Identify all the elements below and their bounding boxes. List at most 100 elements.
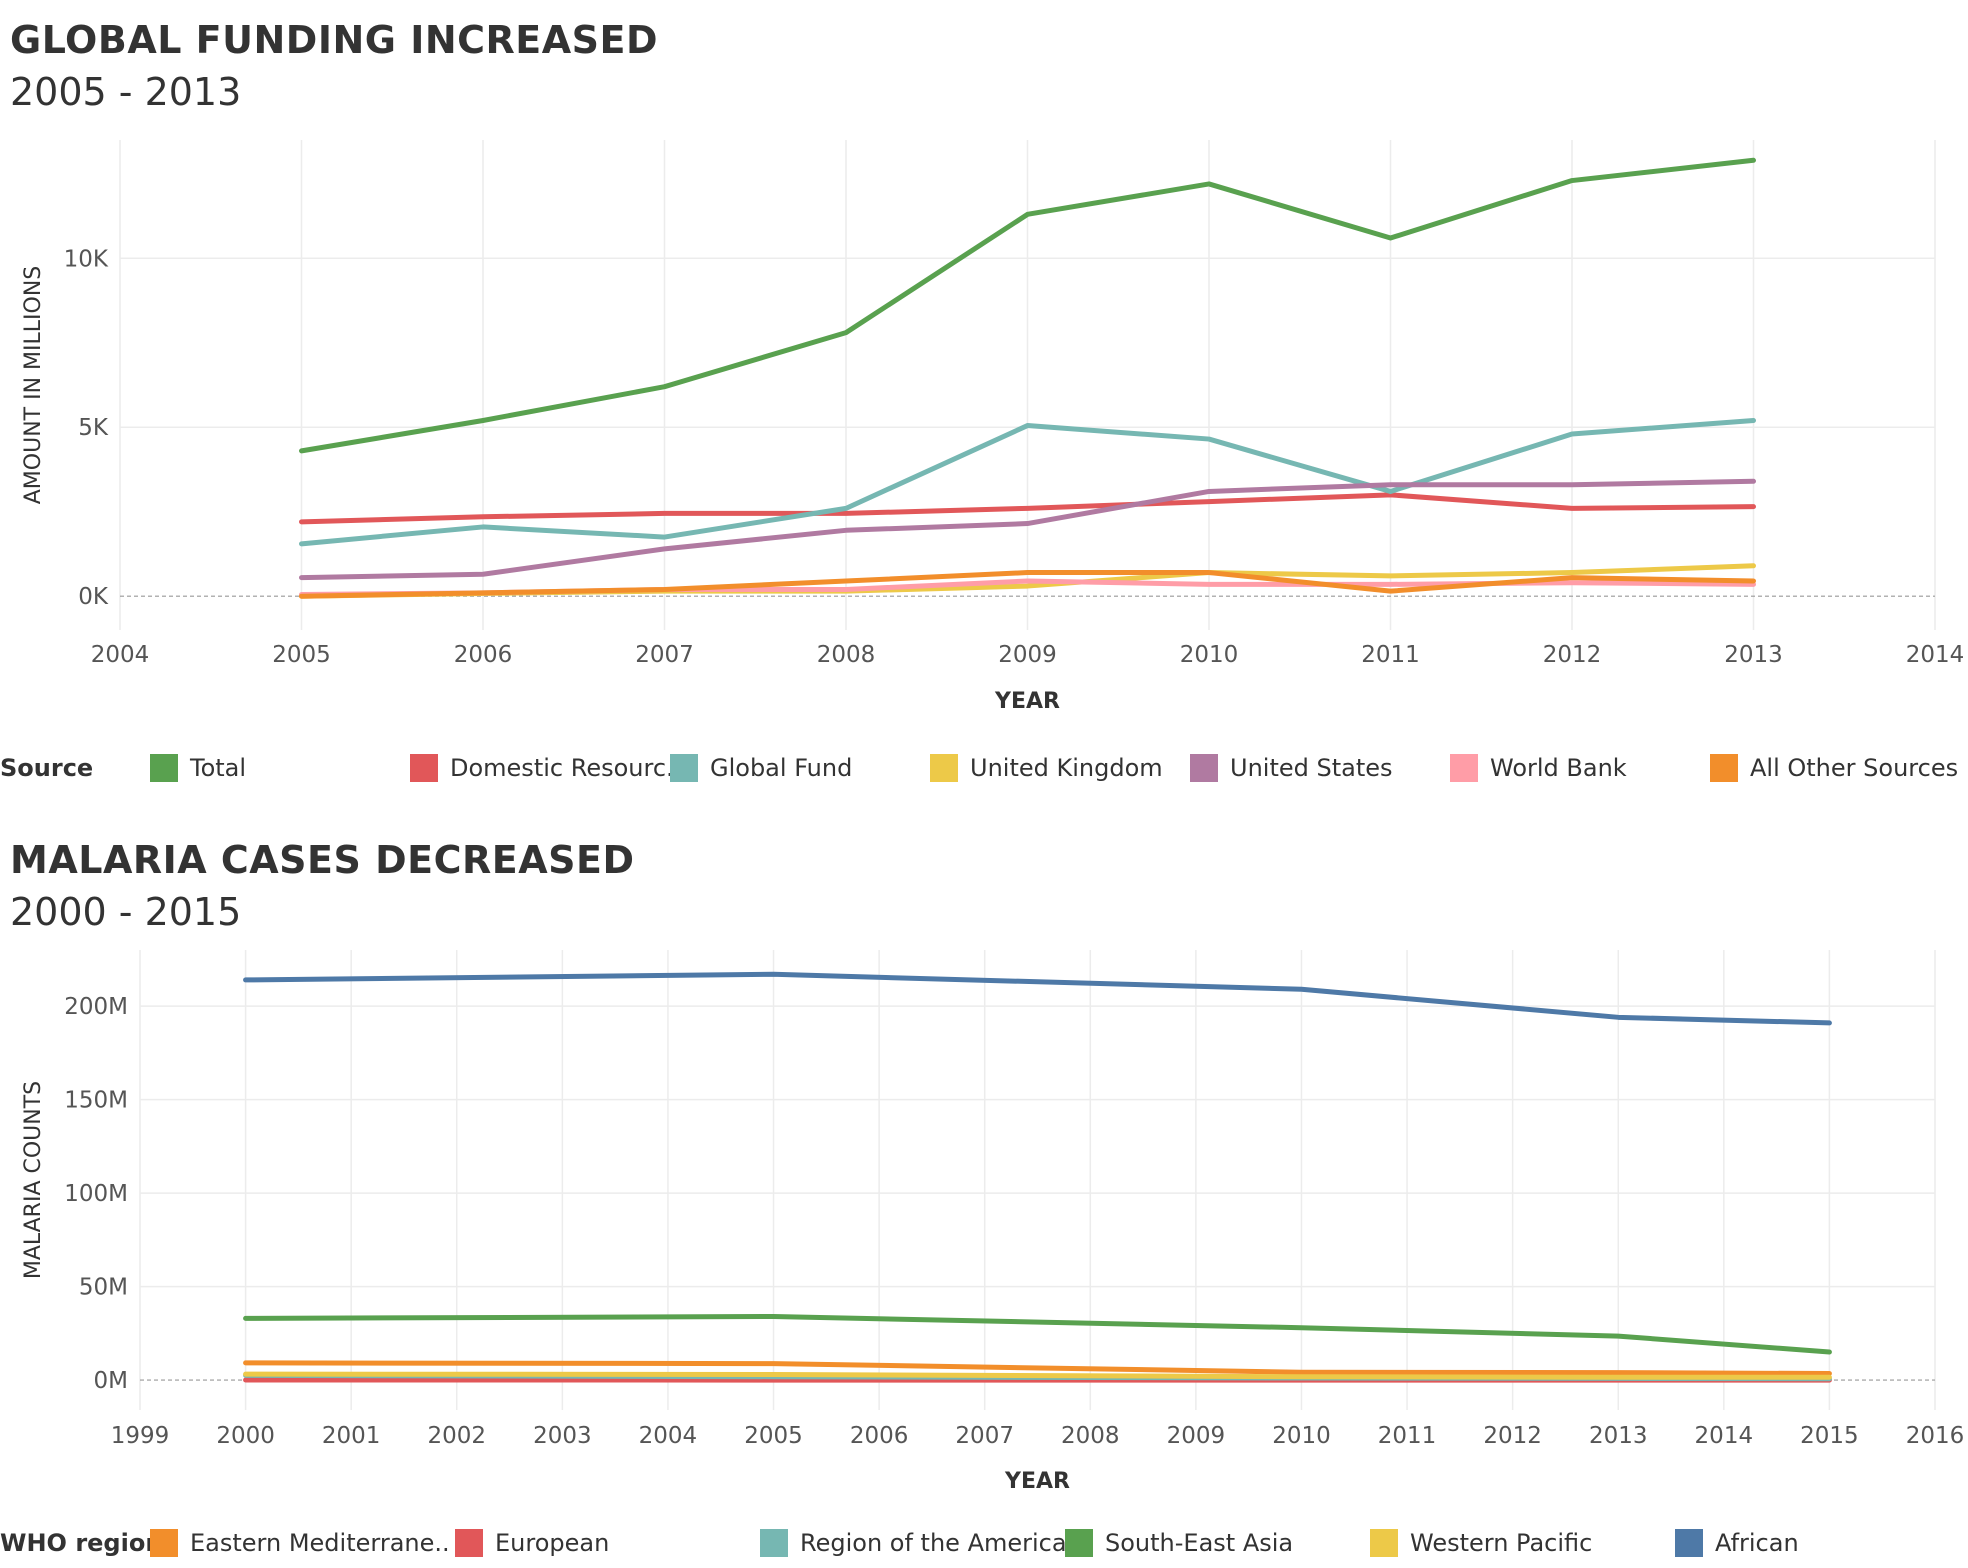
y-axis-title: MALARIA COUNTS (21, 1081, 46, 1279)
malaria-chart-panel: MALARIA CASES DECREASED 2000 - 2015 1999… (0, 820, 1968, 1568)
y-tick-label: 10K (64, 246, 109, 272)
x-tick-label: 2006 (850, 1423, 909, 1449)
x-axis-title: YEAR (994, 689, 1060, 714)
legend-title: Source (0, 754, 94, 782)
x-tick-label: 2001 (322, 1423, 381, 1449)
legend-label: Global Fund (710, 754, 853, 782)
legend-swatch (1190, 754, 1218, 782)
x-tick-label: 2004 (91, 642, 150, 668)
chart-subtitle: 2000 - 2015 (10, 890, 242, 934)
series-line-3 (243, 1314, 1832, 1355)
legend-swatch (410, 754, 438, 782)
x-tick-label: 2008 (1061, 1423, 1120, 1449)
funding-line-chart: 2004 2005 2006 2007 2008 2009 2010 2011 2012 2013… (21, 140, 1965, 714)
x-tick-label: 2009 (1167, 1423, 1226, 1449)
x-tick-label: 2012 (1483, 1423, 1542, 1449)
series-line-0 (299, 157, 1756, 454)
x-tick-label: 2006 (454, 642, 513, 668)
x-tick-label: 2007 (955, 1423, 1014, 1449)
legend-label: Total (190, 754, 247, 782)
legend-label: Eastern Mediterrane.. (190, 1529, 450, 1557)
series-line-0 (243, 1360, 1832, 1377)
series-line-4 (243, 1371, 1832, 1380)
legend-label: World Bank (1490, 754, 1627, 782)
x-tick-label: 2016 (1906, 1423, 1965, 1449)
legend-swatch (1450, 754, 1478, 782)
x-tick-label: 2003 (533, 1423, 592, 1449)
legend-item[interactable]: Domestic Resourc.. (410, 750, 681, 786)
x-tick-label: 2011 (1361, 642, 1420, 668)
x-axis-title: YEAR (1004, 1469, 1070, 1494)
x-tick-label: 2013 (1589, 1423, 1648, 1449)
legend-swatch (1370, 1529, 1398, 1557)
legend-item[interactable]: Eastern Mediterrane.. (150, 1525, 450, 1561)
x-tick-label: 2014 (1695, 1423, 1754, 1449)
legend-swatch (1675, 1529, 1703, 1557)
legend-item[interactable]: European (455, 1525, 609, 1561)
legend-label: European (495, 1529, 610, 1557)
y-tick-label: 0K (78, 584, 109, 610)
x-tick-label: 2005 (272, 642, 331, 668)
funding-chart-panel: GLOBAL FUNDING INCREASED 2005 - 2013 200… (0, 18, 1968, 790)
x-tick-label: 2004 (639, 1423, 698, 1449)
x-tick-label: 2014 (1906, 642, 1965, 668)
series-lines (299, 157, 1756, 599)
legend-label: United States (1230, 754, 1393, 782)
x-tick-label: 2008 (817, 642, 876, 668)
legend-item[interactable]: Total (150, 750, 246, 786)
funding-legend: Source Total Domestic Resourc.. Global Fun… (0, 750, 1968, 790)
chart-title: MALARIA CASES DECREASED (10, 838, 635, 882)
legend-label: Region of the Americas (800, 1529, 1080, 1557)
series-line-2 (299, 417, 1756, 547)
legend-label: Domestic Resourc.. (450, 754, 682, 782)
x-tick-label: 2012 (1543, 642, 1602, 668)
chart-title: GLOBAL FUNDING INCREASED (10, 18, 659, 62)
legend-label: Western Pacific (1410, 1529, 1593, 1557)
legend-swatch (1710, 754, 1738, 782)
legend-item[interactable]: World Bank (1450, 750, 1627, 786)
y-tick-label: 5K (78, 415, 109, 441)
legend-label: All Other Sources (1750, 754, 1959, 782)
x-tick-label: 1999 (111, 1423, 170, 1449)
legend-label: United Kingdom (970, 754, 1163, 782)
legend-item[interactable]: Global Fund (670, 750, 852, 786)
legend-item[interactable]: Western Pacific (1370, 1525, 1592, 1561)
y-tick-label: 150M (64, 1088, 128, 1114)
legend-swatch (930, 754, 958, 782)
y-tick-label: 50M (79, 1275, 128, 1301)
series-lines (243, 971, 1832, 1383)
series-line-1 (299, 492, 1756, 525)
series-line-4 (299, 478, 1756, 581)
legend-title: WHO region (0, 1529, 163, 1557)
legend-swatch (150, 1529, 178, 1557)
legend-item[interactable]: United States (1190, 750, 1393, 786)
legend-swatch (455, 1529, 483, 1557)
legend-item[interactable]: African (1675, 1525, 1799, 1561)
chart-subtitle: 2005 - 2013 (10, 70, 242, 114)
x-tick-label: 2011 (1378, 1423, 1437, 1449)
legend-swatch (760, 1529, 788, 1557)
x-tick-label: 2010 (1180, 642, 1239, 668)
legend-item[interactable]: South-East Asia (1065, 1525, 1293, 1561)
legend-item[interactable]: Region of the Americas (760, 1525, 1079, 1561)
x-tick-label: 2013 (1724, 642, 1783, 668)
x-tick-label: 2005 (744, 1423, 803, 1449)
x-tick-label: 2010 (1272, 1423, 1331, 1449)
x-tick-label: 2015 (1800, 1423, 1859, 1449)
y-tick-label: 100M (64, 1181, 128, 1207)
malaria-legend: WHO region Eastern Mediterrane.. European… (0, 1525, 1968, 1565)
y-tick-label: 0M (94, 1368, 128, 1394)
legend-swatch (1065, 1529, 1093, 1557)
x-tick-label: 2002 (427, 1423, 486, 1449)
legend-label: South-East Asia (1105, 1529, 1294, 1557)
y-axis-title: AMOUNT IN MILLIONS (21, 266, 46, 505)
x-tick-label: 2007 (635, 642, 694, 668)
malaria-line-chart: 1999 2000 2001 2002 2003 2004 2005 2006 2007 2008… (21, 950, 1965, 1494)
x-tick-label: 2009 (998, 642, 1057, 668)
series-line-6 (299, 570, 1756, 599)
legend-swatch (150, 754, 178, 782)
y-tick-label: 200M (64, 994, 128, 1020)
legend-swatch (670, 754, 698, 782)
legend-item[interactable]: All Other Sources (1710, 750, 1958, 786)
legend-item[interactable]: United Kingdom (930, 750, 1163, 786)
